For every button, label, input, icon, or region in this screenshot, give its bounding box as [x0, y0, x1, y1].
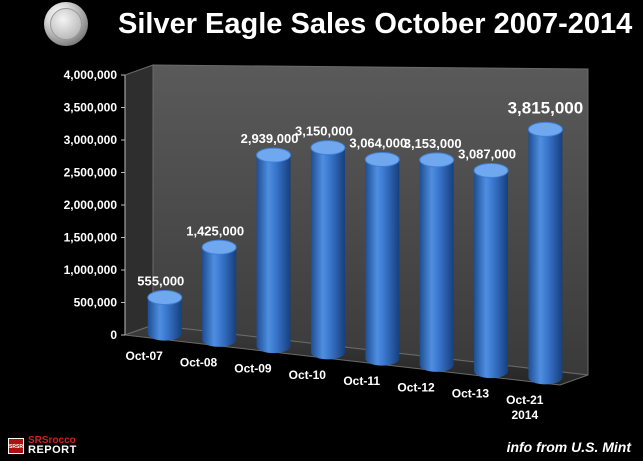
x-tick-label: Oct-11 [343, 374, 380, 388]
bar-top [419, 152, 455, 168]
data-label: 2,939,000 [241, 131, 299, 146]
bar [256, 147, 292, 354]
bar-top [364, 151, 400, 167]
x-tick-label: Oct-10 [289, 368, 327, 382]
bar-top [147, 290, 183, 306]
data-label: 555,000 [137, 274, 184, 289]
x-tick-label: Oct-12 [397, 380, 435, 394]
logo-line-2: REPORT [28, 444, 77, 456]
data-label: 1,425,000 [186, 223, 244, 238]
data-label: 3,153,000 [404, 136, 462, 151]
logo-badge: SRSR [8, 438, 24, 454]
x-tick-sublabel: 2014 [511, 408, 538, 422]
logo-line-1: SRSrocco [28, 435, 76, 446]
bar-body [474, 170, 509, 379]
bars-group: 555,000 1,425,000 2,939,0003,150,0003,064,… [137, 98, 584, 385]
bar [147, 290, 183, 341]
y-tick-label: 3,500,000 [64, 101, 118, 115]
y-tick-label: 4,000,000 [64, 68, 118, 82]
bar-body [528, 129, 563, 385]
chart-title: Silver Eagle Sales October 2007-2014 [118, 8, 633, 40]
y-tick-label: 1,500,000 [64, 231, 118, 245]
x-tick-label: Oct-08 [180, 355, 218, 369]
bar-body [310, 147, 345, 360]
bar [201, 239, 237, 347]
x-tick-label: Oct-21 [506, 393, 544, 407]
bar-body [256, 155, 291, 354]
y-tick-label: 1,000,000 [64, 263, 118, 277]
bar [473, 162, 509, 379]
y-axis: 0 500,000 1,000,000 1,500,000 2,000,000 2,500… [64, 68, 126, 342]
y-tick-label: 2,500,000 [64, 166, 118, 180]
bar [419, 152, 455, 372]
x-axis: Oct-07 Oct-08 Oct-09 Oct-10 Oct-11 Oct-12 Oct-… [126, 349, 544, 422]
bar-top [527, 121, 563, 137]
floor [124, 324, 589, 386]
bar-body [365, 159, 400, 366]
y-tick-label: 0 [110, 328, 117, 342]
bar-top [473, 162, 509, 178]
bar [310, 140, 346, 360]
data-label: 3,815,000 [508, 98, 584, 117]
bar [364, 151, 400, 366]
bar [527, 121, 563, 385]
y-tick-label: 3,000,000 [64, 133, 118, 147]
data-label: 3,087,000 [458, 146, 516, 161]
bar-top [201, 239, 237, 255]
y-tick-label: 500,000 [74, 296, 118, 310]
data-label: 3,150,000 [295, 124, 353, 139]
data-label: 3,064,000 [349, 135, 407, 150]
bar-body [419, 159, 454, 372]
silver-eagle-coin-icon [44, 2, 88, 46]
bar-top [310, 140, 346, 156]
source-note: info from U.S. Mint [506, 439, 631, 455]
x-tick-label: Oct-13 [452, 387, 490, 401]
bar-body [202, 247, 237, 347]
y-tick-label: 2,000,000 [64, 198, 118, 212]
srsrocco-report-logo: SRSR SRSrocco REPORT [8, 436, 108, 456]
bar-body [147, 297, 182, 341]
x-tick-label: Oct-09 [234, 362, 272, 376]
x-tick-label: Oct-07 [126, 349, 164, 363]
bar-top [256, 147, 292, 163]
